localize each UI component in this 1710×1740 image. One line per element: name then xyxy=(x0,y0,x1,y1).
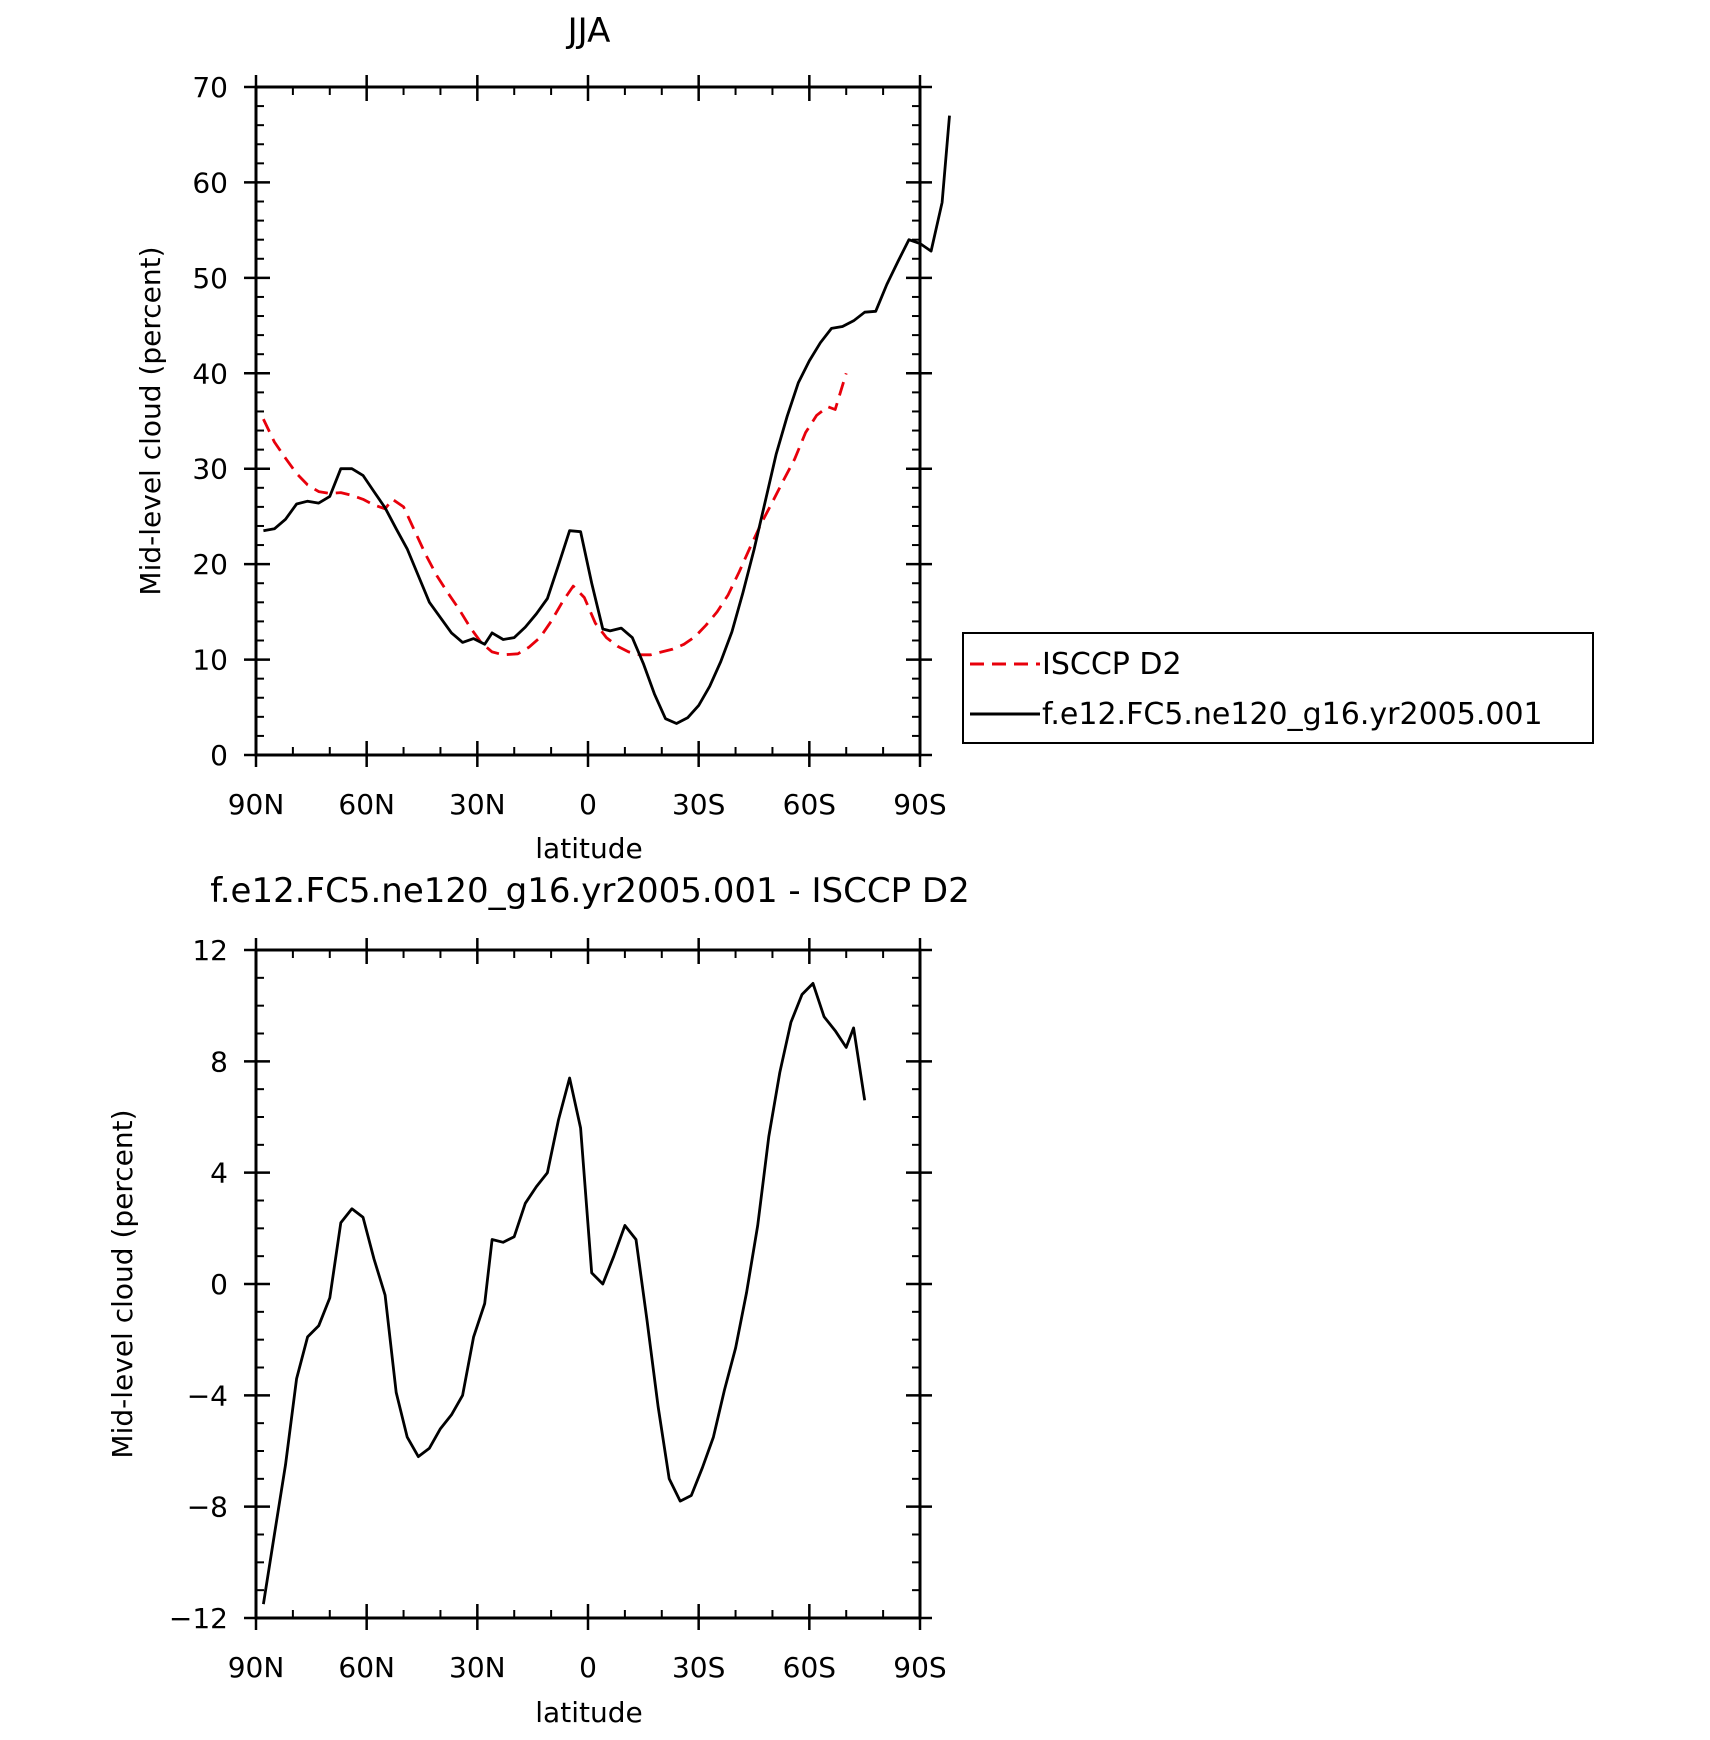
x-axis-title: latitude xyxy=(535,832,642,865)
chart-title: f.e12.FC5.ne120_g16.yr2005.001 - ISCCP D… xyxy=(210,871,969,911)
y-axis-title: Mid-level cloud (percent) xyxy=(134,246,167,595)
y-tick-label: −4 xyxy=(187,1379,228,1412)
chart-difference: f.e12.FC5.ne120_g16.yr2005.001 - ISCCP D… xyxy=(106,871,970,1729)
x-tick-label: 60N xyxy=(338,788,395,821)
plot-frame xyxy=(254,85,922,757)
x-tick-label: 30N xyxy=(449,788,506,821)
chart-jja: JJA 90N 60N 30N 0 30S 60S 90S 0 10 20 30 40 50 60 70 l… xyxy=(134,11,951,865)
y-axis-title: Mid-level cloud (percent) xyxy=(106,1109,139,1458)
chart-title: JJA xyxy=(566,11,611,51)
x-tick-label: 60N xyxy=(338,1651,395,1684)
y-tick-label: 60 xyxy=(192,166,228,199)
x-tick-label: 30S xyxy=(672,788,725,821)
y-tick-label: 20 xyxy=(192,548,228,581)
x-tick-label: 90N xyxy=(228,1651,285,1684)
y-tick-label: −8 xyxy=(187,1491,228,1524)
x-tick-label: 90S xyxy=(893,1651,946,1684)
legend-box xyxy=(962,632,1594,744)
legend-label-isccp: ISCCP D2 xyxy=(1042,647,1182,682)
x-tick-label: 60S xyxy=(783,788,836,821)
legend: ISCCP D2 f.e12.FC5.ne120_g16.yr2005.001 xyxy=(962,632,1594,744)
legend-label-model: f.e12.FC5.ne120_g16.yr2005.001 xyxy=(1042,697,1543,732)
y-tick-label: 30 xyxy=(192,453,228,486)
y-tick-label: 70 xyxy=(192,71,228,104)
x-tick-label: 60S xyxy=(783,1651,836,1684)
y-tick-label: 8 xyxy=(210,1045,228,1078)
y-tick-label: 0 xyxy=(210,739,228,772)
y-tick-label: 0 xyxy=(210,1268,228,1301)
x-tick-label: 30N xyxy=(449,1651,506,1684)
x-axis-title: latitude xyxy=(535,1696,642,1729)
y-tick-label: −12 xyxy=(169,1602,228,1635)
x-tick-label: 90N xyxy=(228,788,285,821)
x-tick-label: 30S xyxy=(672,1651,725,1684)
x-tick-label: 0 xyxy=(579,788,597,821)
y-tick-label: 10 xyxy=(192,644,228,677)
series-line-0 xyxy=(262,372,848,657)
series-line-1 xyxy=(263,115,951,725)
y-tick-label: 40 xyxy=(192,357,228,390)
x-tick-label: 0 xyxy=(579,1651,597,1684)
y-tick-label: 4 xyxy=(210,1157,228,1190)
x-tick-label: 90S xyxy=(893,788,946,821)
y-tick-label: 12 xyxy=(192,934,228,967)
series-line-0 xyxy=(262,982,867,1605)
y-tick-label: 50 xyxy=(192,262,228,295)
plot-frame xyxy=(254,948,922,1620)
